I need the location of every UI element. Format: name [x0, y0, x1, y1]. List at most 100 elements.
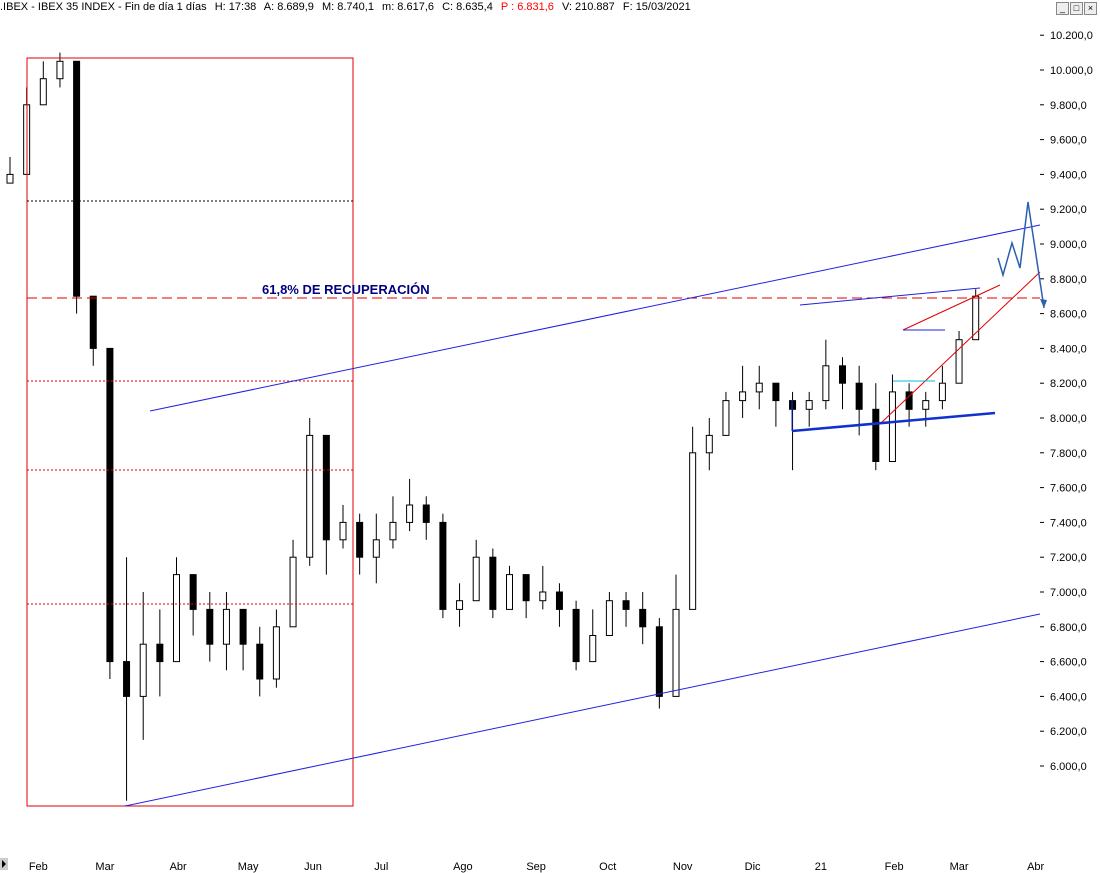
- y-tick-label: 8.800,0: [1050, 274, 1087, 286]
- y-tick-label: 10.000,0: [1050, 65, 1093, 77]
- price-bar: [39, 61, 47, 106]
- y-tick-label: 8.600,0: [1050, 309, 1087, 321]
- price-bar: [173, 557, 180, 663]
- bar-body: [739, 391, 747, 402]
- y-tick-label: 6.200,0: [1050, 726, 1087, 738]
- chart-header: .IBEX - IBEX 35 INDEX - Fin de día 1 día…: [0, 0, 1100, 16]
- bar-body: [456, 600, 464, 610]
- price-bar: [805, 391, 813, 427]
- wedge-upper-line: [902, 284, 1001, 331]
- bar-body: [839, 365, 846, 384]
- bar-body: [589, 635, 597, 663]
- price-bar: [322, 434, 330, 575]
- price-bar: [489, 548, 497, 619]
- y-tick-label: 6.400,0: [1050, 691, 1087, 703]
- y-tick-label: 7.000,0: [1050, 587, 1087, 599]
- bar-body: [672, 608, 680, 697]
- upper-channel-line: [149, 224, 1041, 412]
- price-bar: [506, 565, 513, 610]
- x-tick-label: Feb: [885, 861, 904, 873]
- price-bar: [356, 513, 364, 575]
- x-tick-label: Oct: [599, 861, 616, 873]
- lower-channel-line: [124, 613, 1041, 807]
- x-tick-label: Mar: [95, 861, 114, 873]
- bar-body: [39, 78, 47, 106]
- bar-body: [289, 556, 297, 628]
- annotations: [26, 57, 1047, 807]
- bar-body: [539, 591, 547, 602]
- bar-body: [805, 400, 813, 410]
- price-bar: [739, 365, 747, 418]
- x-tick-label: Ago: [453, 861, 473, 873]
- price-bar: [456, 583, 464, 627]
- bar-body: [322, 434, 330, 541]
- x-axis: Feb Mar Abr May Jun Jul Ago Sep Oct Nov Dic 21 Feb Ma…: [29, 861, 1045, 873]
- x-tick-label: Abr: [1027, 861, 1044, 873]
- bar-body: [755, 382, 763, 393]
- price-bar: [722, 391, 730, 436]
- x-tick-label: Mar: [950, 861, 969, 873]
- price-bar: [822, 339, 830, 410]
- bar-body: [422, 504, 430, 523]
- price-bar: [955, 331, 963, 384]
- bar-body: [123, 661, 131, 697]
- y-axis: 10.200,0 10.000,0 9.800,0 9.600,0 9.400,0 9.2…: [1040, 30, 1093, 773]
- bar-body: [655, 626, 663, 697]
- price-bar: [106, 347, 114, 679]
- bar-body: [406, 504, 414, 523]
- price-bar: [589, 609, 597, 663]
- price-bar: [306, 418, 314, 566]
- bar-body: [522, 574, 530, 602]
- x-tick-label: Dic: [745, 861, 761, 873]
- bar-body: [272, 626, 280, 680]
- price-bar: [472, 539, 480, 602]
- bar-body: [789, 400, 797, 410]
- price-bar: [6, 157, 14, 184]
- bar-body: [306, 434, 314, 558]
- price-bar: [622, 592, 630, 627]
- bar-body: [622, 600, 630, 610]
- bar-body: [206, 608, 214, 645]
- price-bar: [522, 574, 530, 619]
- y-tick-label: 9.400,0: [1050, 169, 1087, 181]
- header-date: F: 15/03/2021: [622, 1, 691, 13]
- range-box: [26, 57, 354, 807]
- y-tick-label: 9.800,0: [1050, 100, 1087, 112]
- price-bar: [888, 374, 896, 462]
- price-bar: [639, 592, 647, 645]
- header-low: m: 8.617,6: [382, 1, 435, 13]
- bar-body: [822, 365, 830, 402]
- bar-body: [339, 521, 347, 541]
- bar-body: [56, 60, 64, 80]
- price-bars: [6, 52, 980, 801]
- price-bar: [772, 382, 780, 427]
- bar-body: [888, 391, 896, 462]
- y-tick-label: 6.600,0: [1050, 657, 1087, 669]
- header-volume: V: 210.887: [561, 1, 615, 13]
- header-open: A: 8.689,9: [263, 1, 314, 13]
- maximize-button[interactable]: □: [1070, 2, 1083, 15]
- bar-body: [189, 574, 197, 610]
- bar-body: [439, 521, 447, 610]
- bar-body: [689, 452, 697, 610]
- bar-body: [239, 608, 247, 645]
- bar-body: [489, 556, 497, 610]
- x-tick-label: Abr: [170, 861, 187, 873]
- bar-body: [472, 556, 480, 602]
- y-tick-label: 6.800,0: [1050, 622, 1087, 634]
- price-bar: [406, 478, 414, 532]
- bar-body: [872, 408, 880, 462]
- bar-body: [705, 434, 713, 454]
- x-tick-label: Sep: [526, 861, 546, 873]
- bar-body: [605, 600, 613, 637]
- price-bar: [206, 592, 214, 662]
- price-bar: [289, 539, 297, 628]
- minimize-button[interactable]: _: [1056, 2, 1069, 15]
- x-tick-label: Jun: [304, 861, 322, 873]
- close-button[interactable]: ×: [1084, 2, 1097, 15]
- y-tick-label: 7.800,0: [1050, 448, 1087, 460]
- y-tick-label: 9.000,0: [1050, 239, 1087, 251]
- y-tick-label: 7.400,0: [1050, 517, 1087, 529]
